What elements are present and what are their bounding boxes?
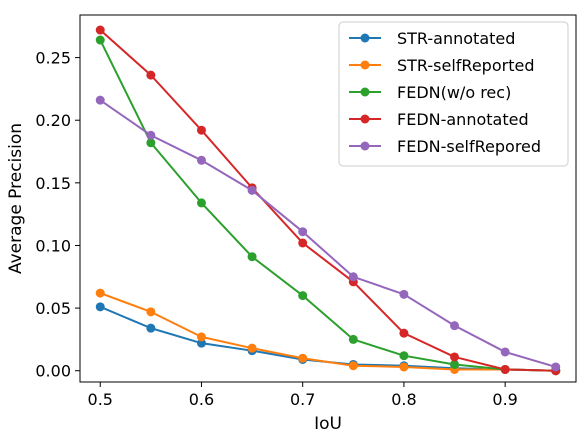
data-point bbox=[247, 343, 257, 353]
legend-marker bbox=[360, 33, 370, 43]
data-point bbox=[196, 125, 206, 135]
data-point bbox=[146, 70, 156, 80]
y-axis: 0.00 0.05 0.10 0.15 0.20 0.25 bbox=[35, 49, 80, 381]
series-line bbox=[99, 29, 556, 372]
legend-marker bbox=[360, 87, 370, 97]
data-point bbox=[95, 95, 105, 105]
data-point bbox=[298, 227, 308, 237]
y-tick-label: 0.20 bbox=[35, 111, 71, 130]
legend-item: FEDN-annotated bbox=[349, 110, 529, 129]
legend-label: STR-selfReported bbox=[397, 56, 534, 75]
data-point bbox=[399, 328, 409, 338]
data-point bbox=[196, 332, 206, 342]
series-str-selfreported bbox=[95, 288, 561, 376]
y-tick-label: 0.05 bbox=[35, 299, 71, 318]
data-point bbox=[95, 25, 105, 35]
data-point bbox=[95, 35, 105, 45]
data-point bbox=[146, 307, 156, 317]
x-axis: 0.5 0.6 0.7 0.8 0.9 bbox=[88, 382, 518, 409]
data-point bbox=[500, 364, 510, 374]
data-point bbox=[399, 289, 409, 299]
x-tick-label: 0.6 bbox=[189, 390, 214, 409]
y-tick-label: 0.25 bbox=[35, 49, 71, 68]
x-tick-label: 0.7 bbox=[290, 390, 315, 409]
y-tick-label: 0.10 bbox=[35, 236, 71, 255]
plot-marks bbox=[95, 25, 561, 376]
data-point bbox=[399, 362, 409, 372]
data-point bbox=[551, 362, 561, 372]
legend-item: FEDN(w/o rec) bbox=[349, 83, 511, 102]
series-fedn-selfrepored bbox=[95, 95, 561, 372]
legend-label: STR-annotated bbox=[397, 29, 515, 48]
data-point bbox=[196, 338, 206, 348]
legend-marker bbox=[360, 141, 370, 151]
y-axis-label: Average Precision bbox=[6, 123, 26, 274]
legend-label: FEDN(w/o rec) bbox=[397, 83, 511, 102]
series-line bbox=[99, 292, 556, 372]
data-point bbox=[500, 347, 510, 357]
y-tick-label: 0.15 bbox=[35, 174, 71, 193]
x-tick-label: 0.9 bbox=[492, 390, 517, 409]
data-point bbox=[146, 323, 156, 333]
data-point bbox=[348, 334, 358, 344]
legend-item: STR-annotated bbox=[349, 29, 515, 48]
series-line bbox=[99, 39, 556, 372]
data-point bbox=[399, 351, 409, 361]
legend: STR-annotated STR-selfReported FEDN(w/o re… bbox=[338, 21, 569, 167]
data-point bbox=[146, 130, 156, 140]
legend-item: FEDN-selfRepored bbox=[349, 137, 541, 156]
plot-frame bbox=[79, 14, 577, 383]
legend-marker bbox=[360, 114, 370, 124]
x-axis-label: IoU bbox=[314, 414, 342, 434]
series-line bbox=[99, 99, 557, 368]
data-point bbox=[146, 138, 156, 148]
legend-label: FEDN-selfRepored bbox=[397, 137, 541, 156]
legend-label: FEDN-annotated bbox=[397, 110, 529, 129]
data-point bbox=[450, 321, 460, 331]
series-str-annotated bbox=[95, 302, 561, 376]
data-point bbox=[298, 238, 308, 248]
data-point bbox=[247, 185, 257, 195]
data-point bbox=[298, 353, 308, 363]
data-point bbox=[450, 352, 460, 362]
data-point bbox=[348, 272, 358, 282]
legend-marker bbox=[360, 60, 370, 70]
data-point bbox=[95, 302, 105, 312]
legend-box bbox=[338, 21, 569, 167]
x-tick-label: 0.8 bbox=[391, 390, 416, 409]
data-point bbox=[348, 361, 358, 371]
y-tick-label: 0.00 bbox=[35, 362, 71, 381]
data-point bbox=[196, 198, 206, 208]
data-point bbox=[450, 359, 460, 369]
data-point bbox=[196, 155, 206, 165]
data-point bbox=[298, 291, 308, 301]
data-point bbox=[247, 252, 257, 262]
legend-item: STR-selfReported bbox=[349, 56, 534, 75]
data-point bbox=[95, 288, 105, 298]
x-tick-label: 0.5 bbox=[88, 390, 113, 409]
